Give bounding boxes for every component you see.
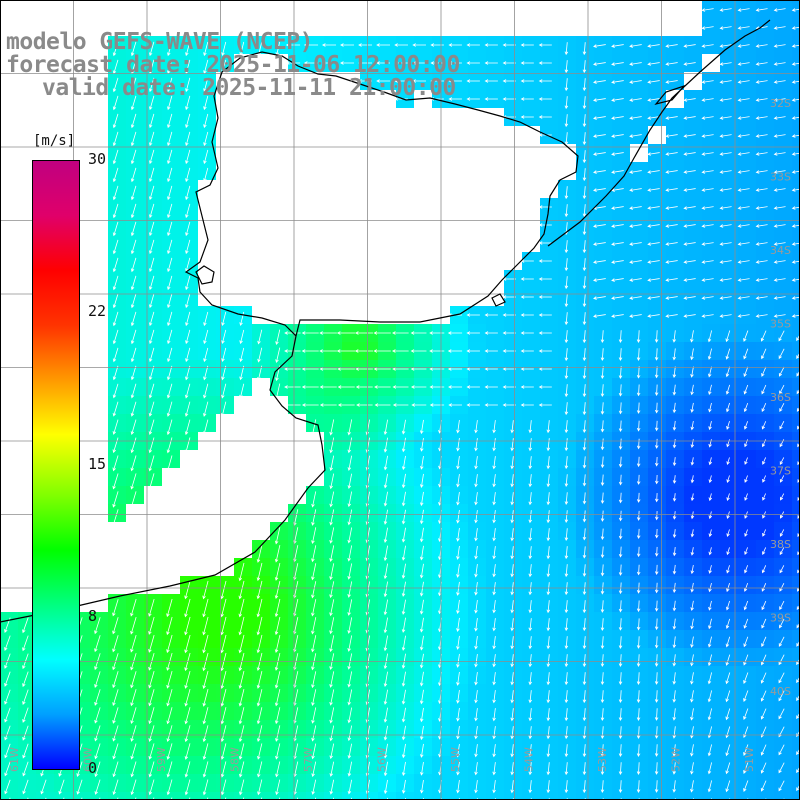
colorbar-tick-0: 0 <box>88 759 98 777</box>
lat-label: 39S <box>770 612 791 625</box>
coastline <box>0 19 771 623</box>
lat-label: 40S <box>770 685 791 698</box>
colorbar-tick-22: 22 <box>88 302 107 320</box>
colorbar-tick-8: 8 <box>88 607 98 625</box>
colorbar <box>32 160 80 770</box>
longitude-labels: 61W 60W 59W 58W 57W 56W 55W 54W 53W 52W 51W <box>8 747 756 772</box>
model-title: modelo GEFS-WAVE (NCEP) <box>6 29 314 55</box>
lon-label: 51W <box>743 747 756 772</box>
lat-label: 37S <box>770 465 791 478</box>
lon-label: 61W <box>8 747 21 772</box>
lat-label: 35S <box>770 318 791 331</box>
lon-label: 55W <box>449 747 462 772</box>
colorbar-unit: [m/s] <box>33 133 76 149</box>
lat-label: 36S <box>770 391 791 404</box>
lon-label: 58W <box>229 747 242 772</box>
colorbar-tick-30: 30 <box>88 150 107 168</box>
lon-label: 60W <box>82 747 95 772</box>
lon-label: 53W <box>596 747 609 772</box>
lon-label: 59W <box>155 747 168 772</box>
colorbar-tick-15: 15 <box>88 455 107 473</box>
lon-label: 57W <box>302 747 315 772</box>
lon-label: 54W <box>523 747 536 772</box>
lat-label: 33S <box>770 171 791 184</box>
wind-vector-field <box>4 8 800 800</box>
valid-date: valid date: 2025-11-11 21:00:00 <box>42 75 456 101</box>
lon-label: 52W <box>670 747 683 772</box>
lat-label: 34S <box>770 244 791 257</box>
lat-label: 38S <box>770 538 791 551</box>
lon-label: 56W <box>376 747 389 772</box>
latitude-labels: 32S 33S 34S 35S 36S 37S 38S 39S 40S <box>770 97 791 698</box>
lat-label: 32S <box>770 97 791 110</box>
forecast-date: forecast date: 2025-11-06 12:00:00 <box>6 52 460 78</box>
